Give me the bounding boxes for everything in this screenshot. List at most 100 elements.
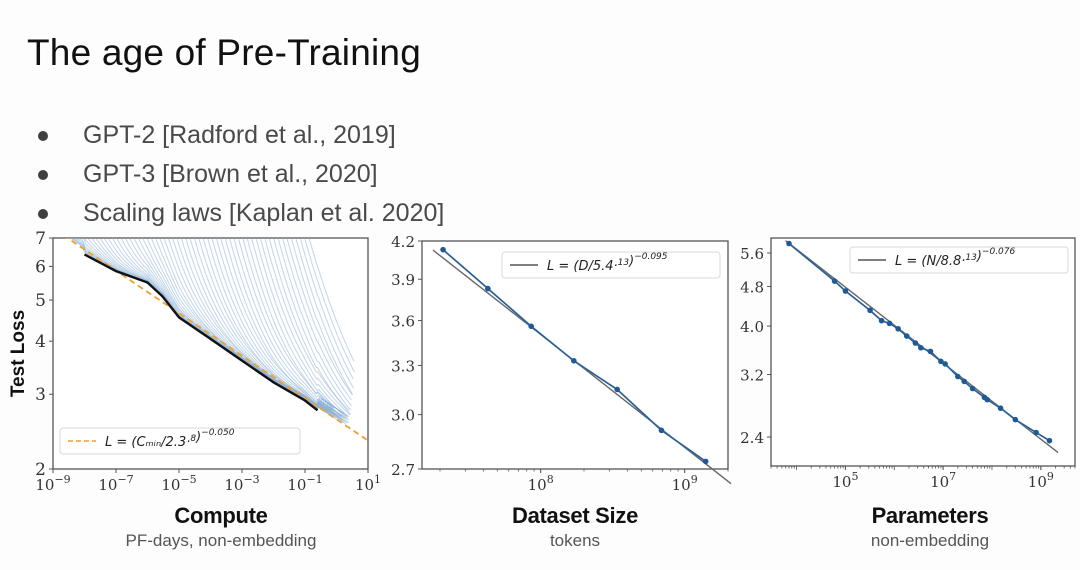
training-curve xyxy=(286,238,354,396)
training-curve xyxy=(202,238,345,416)
x-tick-label: 101 xyxy=(355,473,381,494)
y-tick-label: 4 xyxy=(35,332,46,352)
x-tick-label: 107 xyxy=(930,470,956,491)
y-tick-label: 3.6 xyxy=(391,313,415,331)
data-point xyxy=(614,386,620,393)
training-curve xyxy=(299,238,354,380)
training-curve xyxy=(259,238,351,415)
caption-title: Compute xyxy=(174,503,268,528)
data-point xyxy=(786,240,792,247)
training-curve xyxy=(273,238,351,410)
data-point xyxy=(942,361,948,367)
training-curve xyxy=(207,238,345,423)
training-curve xyxy=(251,238,350,421)
legend-label: L = (D/5.4·13)−0.095 xyxy=(547,252,668,274)
data-point xyxy=(927,348,934,355)
data-point xyxy=(842,288,849,294)
bullet-dot-icon xyxy=(38,131,48,141)
y-tick-label: 3.2 xyxy=(740,367,764,385)
caption-title: Parameters xyxy=(871,503,989,528)
data-point xyxy=(485,285,491,292)
y-tick-label: 3.3 xyxy=(391,357,415,375)
training-curve xyxy=(277,238,352,407)
data-point xyxy=(984,396,991,403)
bullet-dot-icon xyxy=(38,209,48,219)
data-point xyxy=(658,427,665,434)
frontier-line xyxy=(83,253,319,412)
y-tick-label: 5.6 xyxy=(740,245,764,263)
x-tick-label: 10−5 xyxy=(161,473,196,494)
data-point xyxy=(938,358,944,365)
x-tick-label: 10−9 xyxy=(35,473,70,494)
training-curve xyxy=(295,238,354,389)
data-point xyxy=(912,340,919,346)
data-point xyxy=(961,378,968,385)
bullet-text: Scaling laws [Kaplan et al. 2020] xyxy=(83,199,445,227)
x-tick-label: 109 xyxy=(1028,470,1054,491)
data-point xyxy=(571,357,577,364)
chart-dataset-size: 2.7 3.0 3.3 3.6 3.9 4.2 108 109 L = (D/5.4·13)−0… xyxy=(391,233,732,494)
data-point xyxy=(955,373,961,380)
training-curve xyxy=(290,238,353,395)
x-tick-label: 10−3 xyxy=(224,473,259,494)
legend-box xyxy=(59,427,301,455)
bullet-list: GPT-2 [Radford et al., 2019] GPT-3 [Brow… xyxy=(38,117,444,234)
y-tick-label: 2.7 xyxy=(391,461,415,479)
y-tick-label: 4.2 xyxy=(391,233,415,251)
x-tick-label: 105 xyxy=(832,470,858,491)
data-point xyxy=(997,405,1004,412)
training-curve xyxy=(246,238,350,424)
x-tick-label: 10−7 xyxy=(98,473,133,494)
training-curve xyxy=(224,238,347,425)
bullet-text: GPT-2 [Radford et al., 2019] xyxy=(83,121,396,149)
bullet-item: GPT-3 [Brown et al., 2020] xyxy=(38,156,444,195)
training-curve xyxy=(308,238,355,362)
y-tick-label: 3 xyxy=(35,385,46,405)
legend-box xyxy=(501,251,721,279)
bullet-dot-icon xyxy=(38,170,48,180)
y-tick-label: 3.9 xyxy=(391,271,415,289)
y-tick-label: 2.4 xyxy=(740,429,764,447)
y-tick-label: 6 xyxy=(35,257,46,277)
bullet-item: Scaling laws [Kaplan et al. 2020] xyxy=(38,195,444,234)
data-point xyxy=(440,246,446,253)
training-curve xyxy=(255,238,349,417)
y-tick-label: 7 xyxy=(35,229,46,249)
data-point xyxy=(878,317,885,324)
training-curve xyxy=(242,238,349,418)
data-point xyxy=(969,385,976,392)
caption-title: Dataset Size xyxy=(511,503,638,528)
x-tick-label: 108 xyxy=(528,473,554,494)
x-tick-label: 10−1 xyxy=(287,473,322,494)
y-axis-label: Test Loss xyxy=(8,310,29,397)
chart-parameters: 2.4 3.2 4.0 4.8 5.6 105 107 109 L = (N/8.8·13)−0… xyxy=(740,237,1076,491)
plot-frame xyxy=(770,237,1076,467)
slide-title: The age of Pre-Training xyxy=(27,32,421,73)
data-point xyxy=(831,278,838,284)
data-point xyxy=(895,325,901,332)
fit-line xyxy=(65,238,368,442)
chart-compute: 2 3 4 5 6 7 10−9 10−7 10−5 10−3 10−1 101 Test Loss L … xyxy=(8,229,381,494)
bullet-text: GPT-3 [Brown et al., 2020] xyxy=(83,160,378,188)
training-curve xyxy=(233,238,348,420)
x-tick-label: 109 xyxy=(672,473,698,494)
legend-box xyxy=(849,246,1069,274)
caption-parameters: Parameters non-embedding xyxy=(800,503,1060,551)
bullet-item: GPT-2 [Radford et al., 2019] xyxy=(38,117,444,156)
training-curve xyxy=(304,238,355,373)
legend-label: L = (Cₘᵢₙ/2.3·8)−0.050 xyxy=(105,428,235,450)
data-point xyxy=(918,344,924,351)
data-point xyxy=(1033,429,1039,436)
caption-compute: Compute PF-days, non-embedding xyxy=(91,503,351,551)
y-tick-label: 4.8 xyxy=(740,278,764,296)
caption-dataset-size: Dataset Size tokens xyxy=(445,503,705,551)
y-tick-label: 3.0 xyxy=(391,407,415,425)
data-point xyxy=(1012,416,1019,423)
y-tick-label: 2 xyxy=(35,460,46,480)
caption-subtitle: non-embedding xyxy=(870,531,990,550)
data-point xyxy=(886,320,893,327)
data-point xyxy=(702,458,709,465)
legend-label: L = (N/8.8·13)−0.076 xyxy=(895,247,1016,269)
training-curve xyxy=(281,238,352,401)
